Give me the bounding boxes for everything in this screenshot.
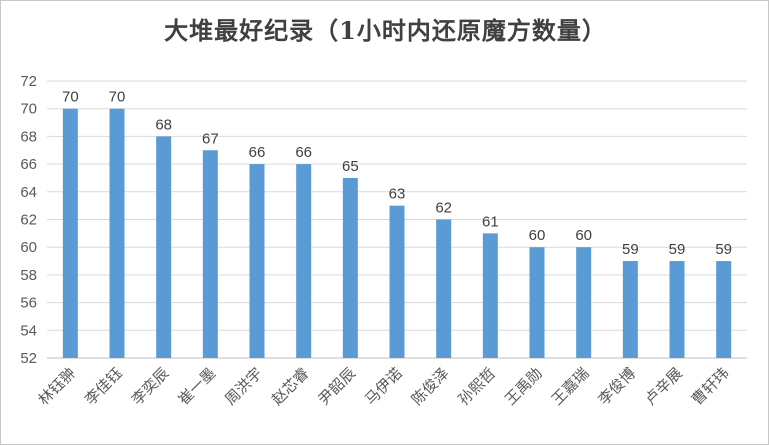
x-tick-label: 李佳钰 <box>82 365 126 409</box>
x-tick-label: 孙熙哲 <box>455 365 499 409</box>
bar <box>436 219 452 358</box>
bar <box>389 205 405 358</box>
y-tick-label: 72 <box>20 73 37 90</box>
y-tick-label: 68 <box>20 128 37 145</box>
y-tick-label: 70 <box>20 101 37 118</box>
data-label: 60 <box>575 227 592 244</box>
y-tick-label: 54 <box>20 322 37 339</box>
y-tick-label: 58 <box>20 267 37 284</box>
bar <box>342 177 358 358</box>
y-tick-label: 56 <box>20 295 37 312</box>
bar <box>62 108 78 358</box>
x-tick-label: 李奕辰 <box>129 365 173 409</box>
x-tick-label: 王禹勋 <box>502 365 546 409</box>
data-label: 66 <box>295 144 312 161</box>
x-tick-label: 周洪宇 <box>222 365 266 409</box>
data-label: 66 <box>249 144 266 161</box>
data-label: 59 <box>669 241 686 258</box>
data-labels: 70 70 68 67 66 66 65 63 62 61 60 60 59 59 59 <box>62 89 732 258</box>
y-tick-label: 64 <box>20 184 37 201</box>
data-label: 70 <box>62 89 79 106</box>
y-tick-label: 66 <box>20 156 37 173</box>
bar <box>669 261 685 358</box>
x-tick-label: 曹轩玮 <box>689 365 733 409</box>
data-label: 67 <box>202 130 219 147</box>
data-label: 59 <box>715 241 732 258</box>
data-label: 61 <box>482 213 499 230</box>
bar <box>622 261 638 358</box>
data-label: 65 <box>342 158 359 175</box>
bar <box>202 150 218 358</box>
y-tick-label: 52 <box>20 350 37 367</box>
bar <box>716 261 732 358</box>
x-tick-label: 崔一墨 <box>175 365 219 409</box>
bar <box>296 164 312 358</box>
data-label: 60 <box>529 227 546 244</box>
data-label: 62 <box>435 200 452 217</box>
x-tick-label: 王嘉瑞 <box>549 365 593 409</box>
bars <box>62 108 732 358</box>
x-tick-label: 李俊博 <box>595 365 639 409</box>
data-label: 70 <box>109 89 126 106</box>
x-tick-label: 赵芯睿 <box>269 365 313 409</box>
bar <box>482 233 498 358</box>
x-tick-label: 林钰翀 <box>35 365 79 409</box>
data-label: 68 <box>155 116 172 133</box>
x-tick-label: 马伊诺 <box>362 365 406 409</box>
y-tick-label: 62 <box>20 212 37 229</box>
bar <box>156 136 172 358</box>
data-label: 63 <box>389 186 406 203</box>
bar <box>529 247 545 358</box>
x-tick-label: 卢辛展 <box>642 365 686 409</box>
bar <box>109 108 125 358</box>
bar <box>249 164 265 358</box>
chart-title: 大堆最好纪录（1小时内还原魔方数量） <box>164 16 607 45</box>
y-tick-label: 60 <box>20 239 37 256</box>
x-tick-label: 尹韶辰 <box>315 365 359 409</box>
y-axis: 52 54 56 58 60 62 64 66 68 70 72 <box>20 73 37 367</box>
bar <box>576 247 592 358</box>
x-tick-label: 陈俊泽 <box>408 364 453 409</box>
data-label: 59 <box>622 241 639 258</box>
x-axis: 林钰翀 李佳钰 李奕辰 崔一墨 周洪宇 赵芯睿 尹韶辰 马伊诺 陈俊泽 孙熙哲 王禹勋 王嘉瑞 李俊博卢… <box>35 364 732 409</box>
